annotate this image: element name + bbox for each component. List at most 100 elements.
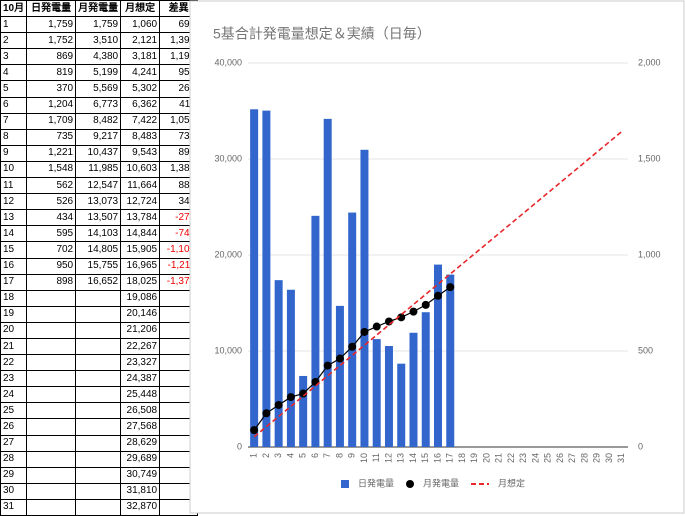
y2-tick-label: 2,000: [638, 57, 661, 67]
y2-tick-label: 0: [638, 441, 643, 451]
chart-title: 5基合計発電量想定＆実績（日毎）: [213, 26, 431, 42]
x-tick-label: 23: [518, 453, 528, 463]
x-tick-label: 14: [408, 453, 418, 463]
table-cell: 4: [0, 64, 28, 82]
x-tick-label: 15: [420, 453, 430, 463]
table-row: 30 31,810: [0, 482, 199, 500]
y-tick-label: 10,000: [214, 345, 242, 355]
table-row: 3 869 4,380 3,181 1,199: [0, 48, 199, 66]
table-row: 9 1,221 10,437 9,543 895: [0, 144, 199, 162]
table-cell: 6: [0, 96, 28, 114]
x-tick-label: 31: [616, 453, 626, 463]
line-point: [397, 313, 406, 322]
bar: [250, 109, 259, 447]
bar: [360, 149, 369, 447]
table-row: 31 32,870: [0, 498, 199, 516]
legend-swatch: [341, 480, 349, 488]
y2-tick-label: 500: [638, 345, 653, 355]
table-row: 10月 日発電量 月発電量 月想定 差異: [0, 0, 199, 18]
y2-tick-label: 1,000: [638, 249, 661, 259]
table-row: 27 28,629: [0, 434, 199, 452]
table-row: 14 595 14,103 14,844 -742: [0, 225, 199, 243]
x-tick-label: 24: [530, 453, 540, 463]
table-row: 15 702 14,805 15,905 -1,100: [0, 241, 199, 259]
bar: [348, 212, 357, 447]
x-tick-label: 1: [249, 453, 259, 458]
y-tick-label: 40,000: [214, 57, 242, 67]
x-tick-label: 29: [592, 453, 602, 463]
table-cell: 24: [0, 386, 28, 404]
x-tick-label: 25: [543, 453, 553, 463]
table-row: 29 30,749: [0, 466, 199, 484]
table-row: 24 25,448: [0, 386, 199, 404]
table-cell: 25: [0, 402, 28, 420]
line-point: [323, 361, 332, 370]
x-tick-label: 5: [298, 453, 308, 458]
table-row: 21 22,267: [0, 337, 199, 356]
line-point: [335, 354, 344, 363]
line-point: [311, 377, 320, 386]
spreadsheet-table: 10月 日発電量 月発電量 月想定 差異 1 1,759 1,759 1,060 698 2 1,75…: [0, 0, 199, 516]
x-tick-label: 6: [310, 453, 320, 458]
line-point: [409, 307, 418, 316]
bar: [384, 346, 393, 447]
x-tick-label: 28: [579, 453, 589, 463]
x-tick-label: 10: [359, 453, 369, 463]
line-point: [446, 283, 455, 292]
table-cell: 2: [0, 32, 28, 50]
table-cell: 26: [0, 418, 28, 436]
bar: [311, 215, 320, 447]
table-row: 12 526 13,073 12,724 349: [0, 193, 199, 211]
y-tick-label: 30,000: [214, 153, 242, 163]
table-row: 26 27,568: [0, 418, 199, 436]
y-tick-label: 0: [237, 441, 242, 451]
bar: [299, 375, 308, 447]
bar: [434, 264, 442, 447]
bar: [397, 363, 406, 447]
table-row: 18 19,086: [0, 289, 199, 307]
x-tick-label: 26: [555, 453, 565, 463]
bar: [421, 312, 430, 447]
legend-label: 月発電量: [423, 477, 459, 488]
line-point: [299, 389, 308, 398]
x-tick-label: 17: [445, 453, 455, 463]
table-row: 4 819 5,199 4,241 958: [0, 64, 199, 82]
x-tick-label: 16: [432, 453, 442, 463]
bar: [274, 280, 283, 447]
table-row: 6 1,204 6,773 6,362 411: [0, 96, 199, 114]
x-tick-label: 21: [494, 453, 504, 463]
x-tick-label: 4: [285, 453, 295, 458]
x-tick-label: 2: [261, 453, 271, 458]
line-point: [372, 322, 381, 331]
x-tick-label: 13: [396, 453, 406, 463]
x-tick-label: 3: [273, 453, 283, 458]
bar: [323, 118, 332, 447]
x-tick-label: 27: [567, 453, 577, 463]
bar: [446, 274, 455, 447]
line-point: [274, 400, 283, 409]
x-tick-label: 18: [457, 453, 467, 463]
x-tick-label: 7: [322, 453, 332, 458]
x-tick-label: 20: [481, 453, 491, 463]
line-point: [348, 342, 357, 351]
table-cell: 10: [0, 160, 28, 179]
legend-label: 日発電量: [358, 477, 394, 488]
x-tick-label: 22: [506, 453, 516, 463]
bar: [372, 339, 381, 447]
legend-swatch: [406, 480, 414, 488]
x-tick-label: 8: [334, 453, 344, 458]
x-tick-label: 19: [469, 453, 479, 463]
table-row: 7 1,709 8,482 7,422 1,059: [0, 112, 199, 130]
table-row: 13 434 13,507 13,784 -277: [0, 209, 199, 227]
y2-tick-label: 1,500: [638, 153, 661, 163]
line-point: [262, 409, 271, 418]
x-tick-label: 9: [347, 453, 357, 458]
line-point: [434, 291, 442, 300]
x-tick-label: 11: [371, 453, 381, 462]
bar: [409, 332, 418, 447]
table-row: 19 20,146: [0, 305, 199, 323]
line-point: [250, 426, 259, 435]
x-tick-label: 30: [604, 453, 614, 463]
